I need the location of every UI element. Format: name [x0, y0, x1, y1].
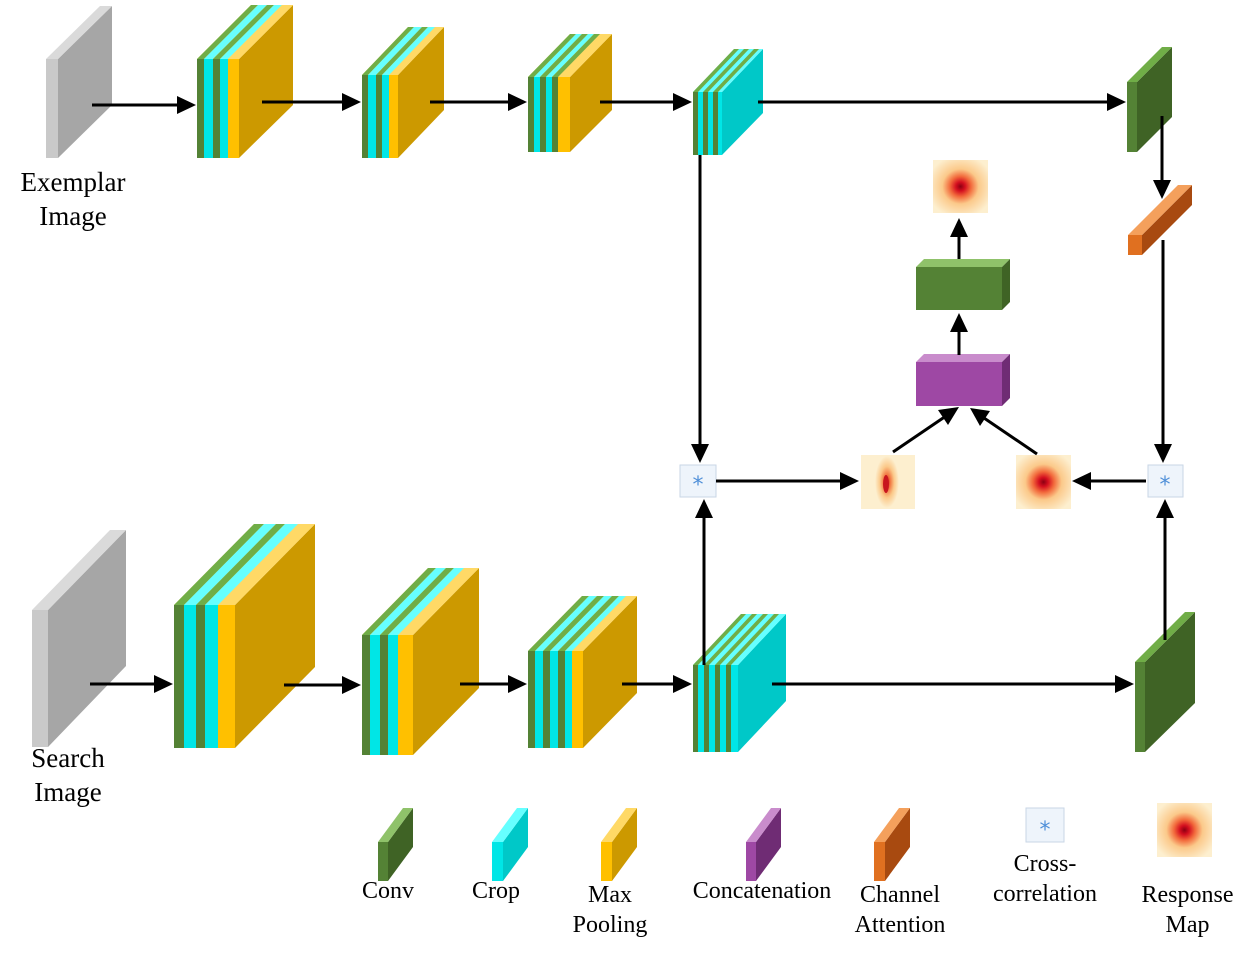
legend-concat-label: Concatenation — [692, 878, 832, 904]
legend-xcorr-line2: correlation — [993, 881, 1097, 907]
exemplar-image-input — [46, 6, 112, 158]
channel-attention-block — [1128, 185, 1192, 255]
exemplar-conv-output — [1127, 47, 1172, 152]
legend-conv-icon — [378, 808, 413, 881]
search-label-line2: Image — [34, 776, 102, 807]
legend-response-icon — [1157, 803, 1212, 857]
legend-attention-label: Channel Attention — [845, 880, 955, 940]
legend-concat-icon — [746, 808, 781, 881]
legend-attention-line1: Channel — [860, 882, 940, 908]
legend-xcorr-line1: Cross- — [1013, 851, 1077, 877]
cross-correlation-right: * — [1147, 464, 1184, 498]
response-map-left — [861, 455, 915, 509]
legend-attention-icon — [874, 808, 910, 881]
fusion-conv-block — [916, 259, 1010, 310]
concatenation-block — [916, 354, 1010, 406]
legend-xcorr-label: Cross- correlation — [980, 849, 1110, 909]
exemplar-block-3 — [528, 34, 612, 152]
cross-correlation-left: * — [679, 464, 717, 498]
exemplar-image-label: Exemplar Image — [8, 166, 138, 234]
legend-pool-label: Max Pooling — [560, 880, 660, 940]
exemplar-label-line1: Exemplar — [20, 167, 126, 197]
search-label-line1: Search — [31, 743, 105, 773]
exemplar-block-2 — [362, 27, 444, 158]
legend-xcorr-symbol: * — [1040, 818, 1051, 843]
search-block-2 — [362, 568, 479, 755]
search-block-4 — [693, 614, 786, 752]
exemplar-label-line2: Image — [39, 200, 107, 231]
legend-crop-icon — [492, 808, 528, 881]
exemplar-block-4 — [693, 49, 763, 155]
arrows — [90, 93, 1174, 694]
legend-response-line2: Map — [1165, 912, 1210, 938]
legend-pool-line2: Pooling — [572, 912, 648, 938]
exemplar-block-1 — [197, 5, 293, 158]
legend-attention-line2: Attention — [854, 912, 946, 938]
response-map-right — [1016, 455, 1071, 509]
legend-response-line1: Response — [1141, 882, 1234, 908]
search-block-1 — [174, 524, 315, 748]
final-response-map — [933, 160, 988, 213]
xcorr-symbol-left: * — [693, 473, 704, 498]
search-image-input — [32, 530, 126, 747]
legend-pool-line1: Max — [588, 882, 632, 908]
legend-xcorr-icon: * — [1025, 807, 1065, 843]
xcorr-symbol-right: * — [1160, 473, 1171, 498]
legend-crop-label: Crop — [472, 878, 520, 904]
search-image-label: Search Image — [8, 742, 128, 810]
search-block-3 — [528, 596, 637, 748]
legend-pool-icon — [601, 808, 637, 881]
legend-conv-label: Conv — [361, 878, 414, 904]
legend-response-label: Response Map — [1130, 880, 1245, 940]
